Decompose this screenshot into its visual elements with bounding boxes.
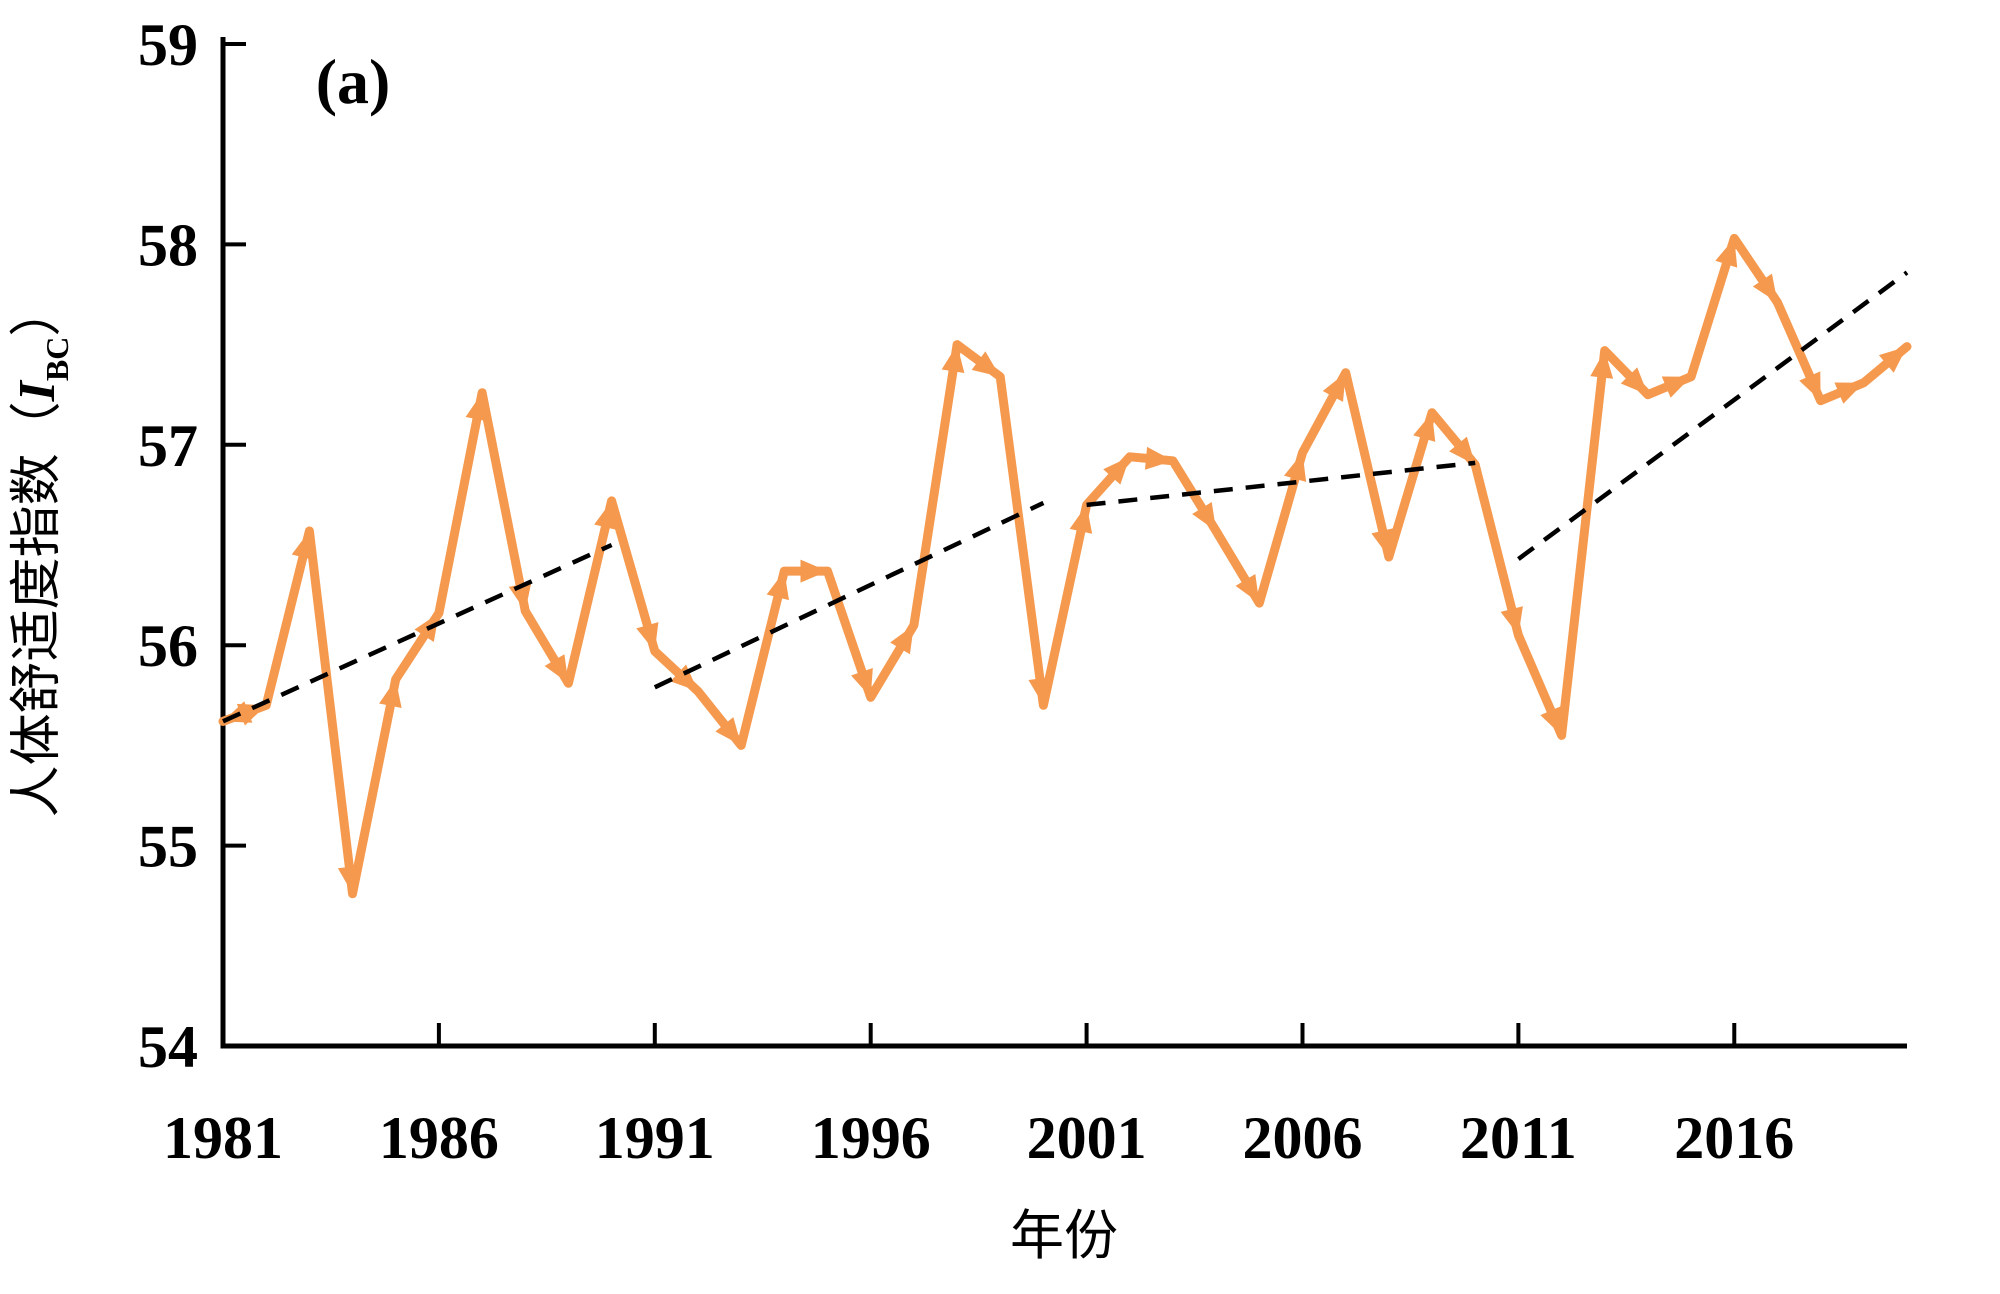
data-point-marker <box>1413 412 1436 442</box>
data-point-markers-group <box>223 238 1907 894</box>
panel-label: (a) <box>316 46 391 117</box>
x-axis-tick-label: 1981 <box>163 1105 283 1171</box>
data-point-marker <box>594 500 617 530</box>
data-point-marker <box>544 654 569 684</box>
data-point-marker <box>1590 350 1614 379</box>
data-point-marker <box>766 571 789 601</box>
y-axis-title-text: 人体舒适度指数（ <box>9 401 66 817</box>
y-axis-tick-label: 56 <box>138 613 198 679</box>
data-point-marker <box>1192 501 1217 531</box>
y-axis-tick-label: 57 <box>138 413 198 479</box>
data-point-marker <box>1661 376 1692 398</box>
trend-line-segment <box>222 542 613 724</box>
data-point-marker <box>1752 273 1778 303</box>
y-axis-title-symbol: I <box>9 379 66 402</box>
data-point-marker <box>1284 452 1307 482</box>
x-axis-tick-label: 2011 <box>1460 1105 1577 1171</box>
data-series-group <box>218 233 1912 899</box>
data-point-marker <box>971 351 1001 377</box>
trend-lines-group <box>222 270 1909 724</box>
data-point-marker <box>1069 504 1093 534</box>
data-point-marker <box>1028 677 1052 706</box>
x-axis-tick-label: 2016 <box>1674 1105 1794 1171</box>
data-point-marker <box>508 582 532 612</box>
axes-group <box>220 37 1907 1049</box>
y-axis-tick-label: 54 <box>138 1014 198 1080</box>
data-point-marker <box>1799 371 1821 401</box>
data-point-marker <box>1322 372 1346 402</box>
data-point-marker <box>465 392 489 422</box>
data-point-marker <box>1144 446 1173 470</box>
x-axis-title: 年份 <box>1010 1206 1118 1266</box>
y-axis-title-subscript: BC <box>39 337 75 381</box>
x-axis-tick-label: 1991 <box>595 1105 715 1171</box>
data-point-marker <box>1540 706 1562 736</box>
data-point-marker <box>1878 346 1907 373</box>
data-point-marker <box>941 344 965 374</box>
data-series-line <box>218 233 1912 899</box>
data-point-marker <box>1235 574 1260 604</box>
data-point-marker <box>1103 456 1130 485</box>
y-axis-tick-label: 55 <box>138 814 198 880</box>
data-point-marker <box>890 625 914 655</box>
data-point-marker <box>337 865 361 894</box>
tick-labels-group: 54 55 56 57 58 59 1981 1986 1991 1996 2001 2006 2011… <box>138 12 1794 1171</box>
trend-line-segment <box>653 500 1045 690</box>
data-point-marker <box>1620 367 1648 395</box>
data-point-marker <box>236 703 267 726</box>
data-point-marker <box>291 531 315 560</box>
data-point-marker <box>715 717 742 746</box>
trend-line-segment <box>1086 460 1476 508</box>
data-point-marker <box>670 664 698 692</box>
data-point-marker <box>379 679 402 709</box>
y-axis-title: 人体舒适度指数（IBC） <box>9 285 75 818</box>
data-point-marker <box>636 622 659 652</box>
data-point-marker <box>1500 606 1523 636</box>
y-axis-tick-label: 58 <box>138 212 198 278</box>
x-axis-tick-label: 2006 <box>1242 1105 1362 1171</box>
x-axis-tick-label: 2001 <box>1027 1105 1147 1171</box>
data-point-marker <box>1715 238 1738 268</box>
data-point-marker <box>800 559 828 583</box>
data-point-marker <box>851 668 873 698</box>
data-point-marker <box>1449 436 1476 465</box>
x-axis-tick-label: 1986 <box>379 1105 499 1171</box>
data-point-marker <box>1834 382 1864 404</box>
x-axis-tick-label: 1996 <box>811 1105 931 1171</box>
data-point-marker <box>1371 528 1394 557</box>
y-axis-tick-label: 59 <box>138 12 198 78</box>
trend-line-segment <box>1517 270 1909 561</box>
y-axis-title-close-paren: ） <box>9 285 66 337</box>
